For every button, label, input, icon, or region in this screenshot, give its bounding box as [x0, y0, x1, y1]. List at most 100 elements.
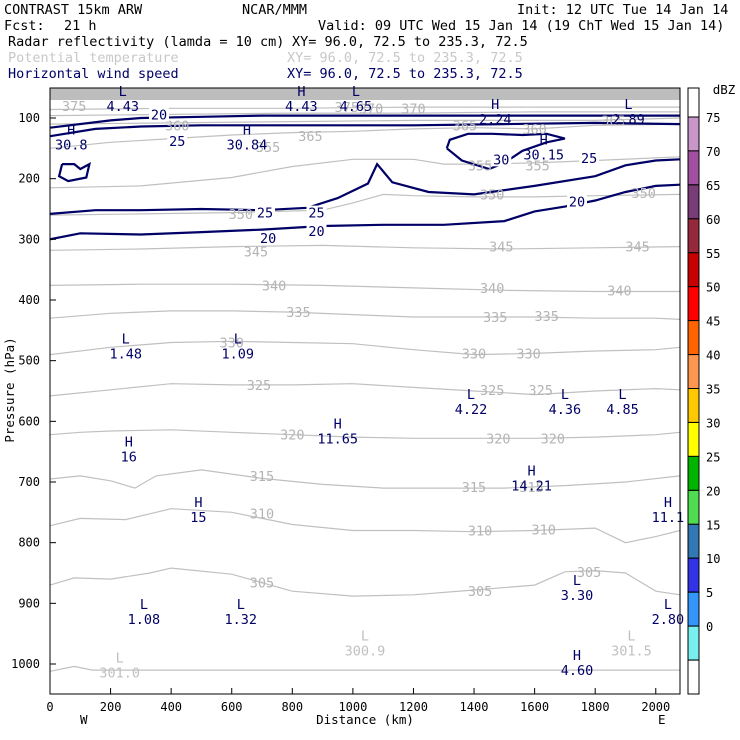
- wind-label-background: [167, 134, 188, 149]
- colorbar-cell: [687, 320, 700, 356]
- wind-contour-25: [50, 121, 680, 138]
- colorbar-tick-label: 5: [706, 586, 713, 600]
- x-tick-label: 1800: [581, 700, 610, 714]
- hl-marker-value: 16: [121, 450, 137, 466]
- colorbar-tick-label: 60: [706, 213, 720, 227]
- theta-label: 335: [483, 310, 507, 326]
- theta-label: 345: [489, 240, 513, 256]
- theta-label: 315: [519, 480, 543, 496]
- theta-label: 340: [607, 283, 631, 299]
- hl-marker-letter: H: [67, 123, 75, 139]
- theta-label: 340: [480, 281, 504, 297]
- theta-label: 305: [577, 565, 601, 581]
- wind-label-background: [255, 205, 275, 220]
- wind-label-background: [306, 205, 327, 220]
- colorbar-cell: [687, 591, 700, 627]
- theta-label: 335: [535, 309, 559, 325]
- hl-marker-letter: L: [361, 629, 369, 645]
- hl-marker-value: 3.30: [561, 588, 594, 604]
- hl-marker-letter: L: [467, 387, 475, 403]
- plot-background: [50, 88, 680, 694]
- x-tick-label: 600: [221, 700, 243, 714]
- stratosphere-theta-band: [50, 88, 680, 100]
- y-tick-label: 400: [18, 293, 40, 307]
- theta-label: 310: [532, 522, 556, 538]
- hl-marker-value: 30.8: [55, 138, 88, 154]
- theta-label: 320: [541, 431, 565, 447]
- colorbar-tick-label: 65: [706, 179, 720, 193]
- wind-label: 25: [169, 134, 185, 150]
- theta-contours: [50, 106, 680, 672]
- wind-label: 20: [151, 107, 167, 123]
- x-axis-label: Distance (km): [316, 712, 414, 727]
- theta-label: 305: [468, 584, 492, 600]
- hl-marker-letter: L: [561, 387, 569, 403]
- colorbar-cell: [687, 625, 700, 661]
- theta-label: 335: [286, 305, 310, 321]
- theta-label: 355: [256, 140, 280, 156]
- hl-marker-letter: L: [627, 629, 635, 645]
- wind-label-background: [491, 152, 512, 167]
- hl-marker-letter: H: [528, 464, 536, 480]
- theta-label: 340: [262, 278, 286, 294]
- hl-marker-value: 301.5: [611, 644, 652, 660]
- hl-marker-value: 4.60: [561, 663, 594, 679]
- plot-frame: [49, 87, 681, 695]
- theta-label: 330: [220, 336, 244, 352]
- hl-marker-value: 1.09: [222, 346, 255, 362]
- colorbar-tick-label: 45: [706, 315, 720, 329]
- theta-label: 315: [250, 469, 274, 485]
- hl-marker-value: 1.08: [128, 612, 161, 628]
- field-theta-xy: XY= 96.0, 72.5 to 235.3, 72.5: [287, 50, 523, 66]
- hl-marker-letter: L: [237, 597, 245, 613]
- colorbar-cell: [687, 388, 700, 423]
- theta-label: 355: [468, 158, 492, 174]
- hl-marker-letter: L: [116, 650, 124, 666]
- colorbar-tick-label: 10: [706, 552, 720, 566]
- field-reflectivity: Radar reflectivity (lamda = 10 cm): [8, 34, 284, 50]
- wind-label: 25: [581, 151, 597, 167]
- hl-marker-value: 11.65: [317, 431, 358, 447]
- theta-contour-350: [50, 193, 680, 216]
- hl-marker-letter: H: [334, 416, 342, 432]
- y-tick-label: 900: [18, 596, 40, 610]
- colorbar-tick-label: 25: [706, 450, 720, 464]
- theta-contour-335: [50, 310, 680, 320]
- y-tick-label: 500: [18, 354, 40, 368]
- x-tick-label: 2000: [641, 700, 670, 714]
- hl-marker-letter: H: [243, 123, 251, 139]
- field-theta: Potential temperature: [8, 50, 179, 66]
- colorbar-tick-label: 75: [706, 111, 720, 125]
- x-tick-label: 800: [281, 700, 303, 714]
- wind-label: 30: [493, 152, 509, 168]
- y-tick-label: 200: [18, 172, 40, 186]
- theta-label: 330: [462, 346, 486, 362]
- theta-contour-305: [50, 567, 680, 597]
- hl-marker-value: 300.9: [345, 644, 386, 660]
- theta-contour-301: [50, 665, 680, 672]
- wind-label-background: [306, 223, 327, 238]
- theta-label: 355: [525, 158, 549, 174]
- hl-marker-value: 2.89: [612, 112, 645, 128]
- model-title: CONTRAST 15km ARW: [4, 2, 143, 18]
- theta-label: 345: [244, 245, 268, 261]
- colorbar-tick-label: 55: [706, 247, 720, 261]
- colorbar-tick-label: 50: [706, 281, 720, 295]
- hl-marker-value: 4.43: [106, 99, 139, 115]
- theta-label: 330: [516, 346, 540, 362]
- hl-marker-letter: L: [140, 597, 148, 613]
- theta-label: 315: [462, 480, 486, 496]
- colorbar-tick-label: 30: [706, 417, 720, 431]
- colorbar-tick-label: 40: [706, 349, 720, 363]
- theta-label: 345: [625, 240, 649, 256]
- x-tick-label: 1000: [338, 700, 367, 714]
- center-title: NCAR/MMM: [242, 2, 307, 18]
- wind-contour-20: [50, 114, 680, 129]
- colorbar-cell: [687, 184, 700, 220]
- y-tick-label: 300: [18, 232, 40, 246]
- hl-marker-letter: H: [540, 132, 548, 148]
